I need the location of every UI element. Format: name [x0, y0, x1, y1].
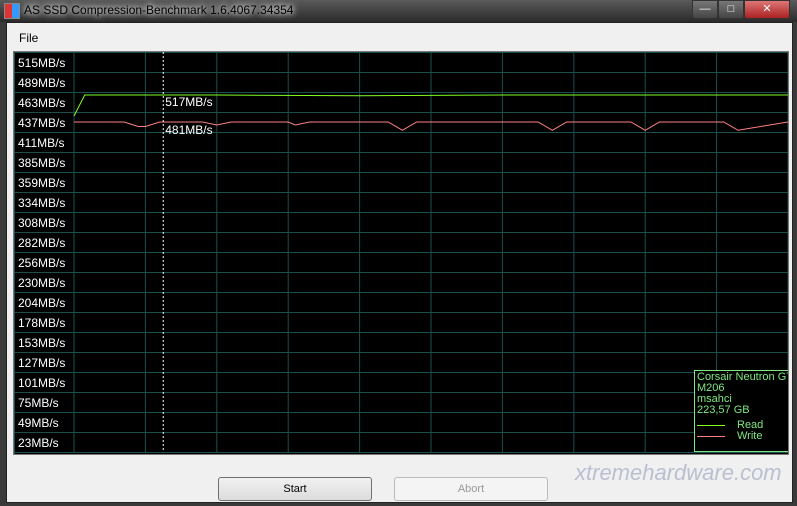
- y-tick-label: 101MB/s: [18, 376, 65, 390]
- y-tick-label: 334MB/s: [18, 196, 65, 210]
- write-series-line: [74, 121, 788, 131]
- menu-file[interactable]: File: [19, 31, 39, 45]
- drive-name: Corsair Neutron GTX: [697, 372, 788, 383]
- y-tick-label: 230MB/s: [18, 276, 65, 290]
- drive-model: M206: [697, 382, 725, 394]
- y-tick-label: 411MB/s: [18, 136, 64, 150]
- read-legend-line: [697, 424, 725, 426]
- y-tick-label: 359MB/s: [18, 176, 65, 190]
- main-window: File 515MB/s 489MB/s 463MB/s 437MB/s 411MB/s…: [6, 22, 793, 503]
- y-tick-label: 463MB/s: [18, 96, 65, 110]
- y-tick-label: 515MB/s: [18, 56, 65, 70]
- y-tick-label: 178MB/s: [18, 316, 65, 330]
- y-tick-label: 127MB/s: [18, 356, 65, 370]
- y-tick-label: 489MB/s: [18, 76, 65, 90]
- y-tick-label: 153MB/s: [18, 336, 65, 350]
- minimize-button[interactable]: —: [692, 0, 718, 19]
- drive-size: 223,57 GB: [697, 404, 750, 416]
- write-legend-line: [697, 435, 725, 437]
- benchmark-chart: 515MB/s 489MB/s 463MB/s 437MB/s 411MB/s 385MB…: [13, 51, 789, 455]
- abort-button: Abort: [394, 477, 548, 501]
- y-tick-label: 23MB/s: [18, 436, 59, 450]
- drive-driver: msahci: [697, 393, 732, 405]
- start-button[interactable]: Start: [218, 477, 372, 501]
- close-button[interactable]: ✕: [744, 0, 790, 19]
- maximize-button[interactable]: □: [718, 0, 744, 19]
- cursor-write-value: 481MB/s: [165, 123, 212, 137]
- y-tick-label: 75MB/s: [18, 396, 59, 410]
- watermark: xtremehardware.com: [575, 460, 782, 485]
- write-legend-label: Write: [737, 430, 763, 442]
- app-icon: [4, 3, 20, 19]
- y-tick-label: 437MB/s: [18, 116, 65, 130]
- y-tick-label: 49MB/s: [18, 416, 59, 430]
- y-tick-label: 282MB/s: [18, 236, 65, 250]
- drive-legend: Corsair Neutron GTX M206 msahci 223,57 G…: [694, 370, 788, 452]
- cursor-read-value: 517MB/s: [165, 95, 212, 109]
- y-tick-label: 385MB/s: [18, 156, 65, 170]
- read-legend-label: Read: [737, 419, 764, 431]
- y-tick-label: 204MB/s: [18, 296, 65, 310]
- title-bar: AS SSD Compression-Benchmark 1.6.4067.34…: [0, 0, 797, 22]
- y-tick-label: 256MB/s: [18, 256, 65, 270]
- chart-svg: 515MB/s 489MB/s 463MB/s 437MB/s 411MB/s 385MB…: [14, 52, 788, 454]
- window-title: AS SSD Compression-Benchmark 1.6.4067.34…: [24, 3, 294, 17]
- y-tick-label: 308MB/s: [18, 216, 65, 230]
- read-series-line: [73, 94, 788, 117]
